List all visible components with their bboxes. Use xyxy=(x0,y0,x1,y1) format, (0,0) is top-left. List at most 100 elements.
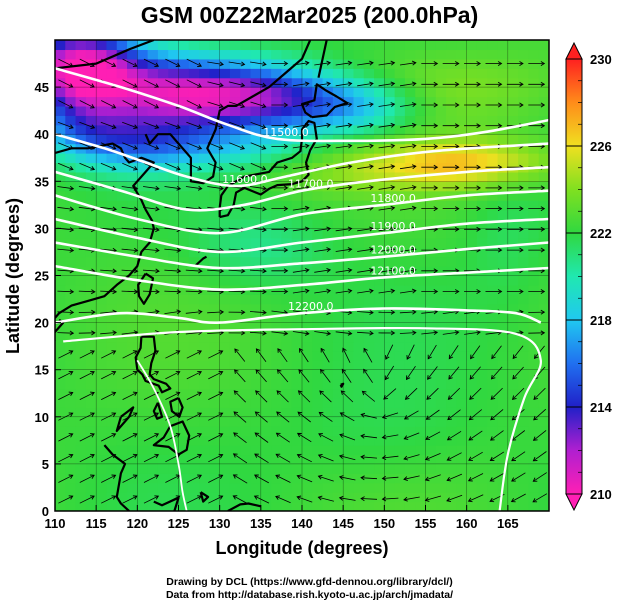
streamline-segment xyxy=(100,227,117,231)
temp-cell xyxy=(291,200,303,211)
temp-cell xyxy=(394,473,406,484)
temp-cell xyxy=(199,247,210,258)
temp-cell xyxy=(343,445,355,456)
temp-cell xyxy=(312,162,324,173)
temp-cell xyxy=(85,332,97,343)
temp-cell xyxy=(415,492,427,503)
temp-cell xyxy=(281,332,293,343)
temp-cell xyxy=(271,388,283,399)
streamline-arrowhead xyxy=(304,122,310,128)
temp-cell xyxy=(85,134,97,145)
temp-cell xyxy=(312,454,324,465)
streamline-segment xyxy=(385,344,394,360)
temp-cell xyxy=(281,153,293,164)
temp-cell xyxy=(168,190,180,201)
temp-cell xyxy=(85,501,97,511)
streamline-arrowhead xyxy=(111,370,117,376)
temp-cell xyxy=(425,256,437,267)
streamline-arrowhead xyxy=(111,391,117,397)
temp-cell xyxy=(466,171,478,182)
temp-cell xyxy=(425,350,437,361)
temp-cell xyxy=(291,218,303,229)
temp-cell xyxy=(528,49,540,60)
temp-cell xyxy=(75,360,87,371)
streamline-arrowhead xyxy=(132,370,138,376)
temp-cell xyxy=(507,397,519,408)
temp-cell xyxy=(147,40,159,51)
streamline-segment xyxy=(207,186,224,190)
temp-cell xyxy=(116,68,128,79)
temp-cell xyxy=(363,218,375,229)
temp-cell xyxy=(137,341,149,352)
temp-cell xyxy=(394,209,406,220)
streamline-arrowhead xyxy=(197,412,202,417)
streamline-segment xyxy=(57,332,74,334)
temp-cell xyxy=(229,379,241,390)
temp-cell xyxy=(250,303,262,314)
streamline-segment xyxy=(186,454,202,463)
temp-cell xyxy=(137,115,149,126)
temp-cell xyxy=(147,87,159,98)
temp-cell xyxy=(260,350,272,361)
temp-cell xyxy=(404,473,416,484)
temp-cell xyxy=(343,77,355,88)
temp-cell xyxy=(85,153,97,164)
temp-cell xyxy=(394,416,406,427)
temp-cell xyxy=(363,313,375,324)
temp-cell xyxy=(332,284,344,295)
temp-cell xyxy=(456,134,468,145)
temp-cell xyxy=(209,143,221,154)
contour-line xyxy=(55,241,549,270)
temp-cell xyxy=(106,482,118,493)
temp-cell xyxy=(229,256,241,267)
temp-cell xyxy=(394,200,406,211)
temp-cell xyxy=(404,350,416,361)
streamline-segment xyxy=(382,455,399,459)
streamline-segment xyxy=(314,62,331,66)
temp-cell xyxy=(466,68,478,79)
temp-cell xyxy=(322,247,334,258)
temp-cell xyxy=(435,134,447,145)
streamline-arrowhead xyxy=(326,226,332,232)
temp-cell xyxy=(240,435,252,446)
temp-cell xyxy=(188,181,200,192)
temp-cell xyxy=(353,369,365,380)
temp-cell xyxy=(116,237,128,248)
temp-cell xyxy=(260,68,272,79)
temp-cell xyxy=(116,473,128,484)
streamline-arrowhead xyxy=(175,370,181,376)
streamline-arrowhead xyxy=(133,124,139,129)
temp-cell xyxy=(435,294,447,305)
streamline-segment xyxy=(254,495,270,504)
temp-cell xyxy=(476,454,488,465)
streamline-arrowhead xyxy=(326,330,332,336)
temp-cell xyxy=(55,143,66,154)
temp-cell xyxy=(85,115,97,126)
temp-cell xyxy=(507,303,519,314)
temp-cell xyxy=(404,275,416,286)
temp-cell xyxy=(147,482,159,493)
temp-cell xyxy=(271,284,283,295)
temp-cell xyxy=(240,153,252,164)
contour-line xyxy=(55,307,542,324)
temp-cell xyxy=(343,247,355,258)
temp-cell xyxy=(435,397,447,408)
temp-cell xyxy=(353,435,365,446)
temp-cell xyxy=(96,256,108,267)
streamline-arrowhead xyxy=(283,247,289,253)
temp-cell xyxy=(374,463,385,474)
streamline-arrowhead xyxy=(254,432,260,437)
temp-cell xyxy=(96,294,108,305)
temp-cell xyxy=(106,360,118,371)
temp-cell xyxy=(384,190,396,201)
temp-cell xyxy=(168,275,180,286)
streamline-segment xyxy=(399,124,416,128)
streamline-segment xyxy=(378,269,395,273)
streamline-segment xyxy=(319,412,333,422)
temp-cell xyxy=(456,426,468,437)
streamline-segment xyxy=(79,58,95,67)
streamline-segment xyxy=(122,79,138,88)
streamline-segment xyxy=(165,392,180,400)
temp-cell xyxy=(343,501,355,511)
